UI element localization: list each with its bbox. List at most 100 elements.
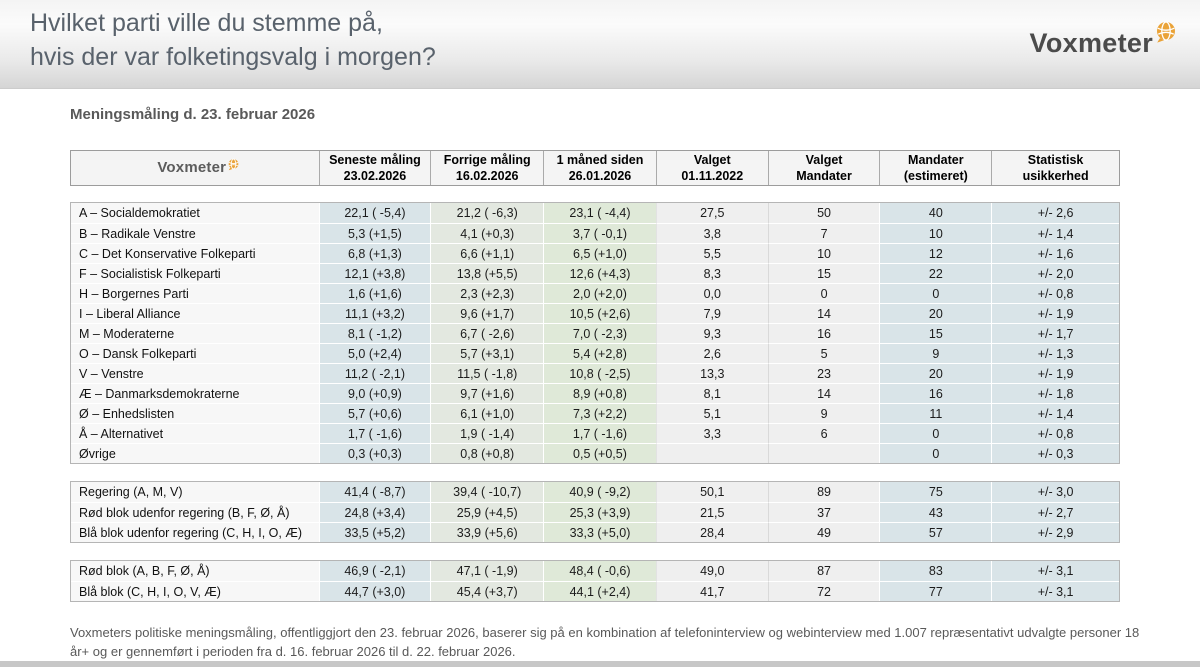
table-cell: 12,1 (+3,8)	[318, 263, 431, 283]
party-name-cell: H – Borgernes Parti	[71, 283, 319, 303]
table-cell: 25,9 (+4,5)	[430, 502, 544, 522]
table-cell: 49,0	[655, 561, 768, 581]
table-row: Regering (A, M, V) 41,4 ( -8,7) 39,4 ( -10…	[71, 482, 1119, 502]
table-cell: 44,1 (+2,4)	[543, 581, 656, 601]
table-row: Øvrige 0,3 (+0,3) 0,8 (+0,8) 0,5 (+0,5) 0 +/-…	[71, 443, 1119, 463]
table-row: A – Socialdemokratiet 22,1 ( -5,4) 21,2 ( …	[71, 203, 1119, 223]
table-cell: 2,0 (+2,0)	[543, 283, 656, 303]
table-cell: 40,9 ( -9,2)	[543, 482, 656, 502]
table-cell: 9,3	[655, 323, 768, 343]
table-cell: 15	[879, 323, 992, 343]
table-cell: 22	[879, 263, 992, 283]
table-cell: +/- 1,4	[991, 403, 1119, 423]
party-name-cell: B – Radikale Venstre	[71, 223, 319, 243]
table-cell: 0	[879, 423, 992, 443]
table-cell: +/- 3,0	[991, 482, 1119, 502]
table-cell: 0	[879, 443, 992, 463]
table-cell: +/- 0,8	[991, 423, 1119, 443]
table-cell: 5,1	[655, 403, 768, 423]
table-cell: 5	[767, 343, 880, 363]
table-cell: 10	[767, 243, 880, 263]
table-cell: 9	[879, 343, 992, 363]
table-cell: 33,5 (+5,2)	[318, 522, 431, 542]
table-cell: 89	[767, 482, 880, 502]
table-cell: 48,4 ( -0,6)	[543, 561, 656, 581]
table-cell: 0,0	[655, 283, 768, 303]
table-cell: 50,1	[655, 482, 768, 502]
table-row: Ø – Enhedslisten 5,7 (+0,6) 6,1 (+1,0) 7,3 …	[71, 403, 1119, 423]
table-cell: 27,5	[655, 203, 768, 223]
table-cell: 0	[879, 283, 992, 303]
page-title-line2: hvis der var folketingsvalg i morgen?	[30, 42, 436, 71]
column-header-6: Mandater (estimeret)	[879, 151, 991, 185]
table-cell: 6,7 ( -2,6)	[430, 323, 544, 343]
table-cell: 14	[767, 303, 880, 323]
table-cell: 1,6 (+1,6)	[318, 283, 431, 303]
table-cell: 7,0 ( -2,3)	[543, 323, 656, 343]
bottom-bar	[0, 661, 1200, 667]
table-cell: 9	[767, 403, 880, 423]
table-cell: 1,9 ( -1,4)	[430, 423, 544, 443]
table-row: Å – Alternativet 1,7 ( -1,6) 1,9 ( -1,4) 1,…	[71, 423, 1119, 443]
table-cell: 72	[767, 581, 880, 601]
table-cell: 9,7 (+1,6)	[430, 383, 544, 403]
table-cell: 0,8 (+0,8)	[430, 443, 544, 463]
table-cell: 3,8	[655, 223, 768, 243]
table-cell: 49	[767, 522, 880, 542]
column-header-3: 1 måned siden 26.01.2026	[543, 151, 656, 185]
table-cell: +/- 2,7	[991, 502, 1119, 522]
table-cell: 41,4 ( -8,7)	[318, 482, 431, 502]
party-name-cell: Å – Alternativet	[71, 423, 319, 443]
poll-table: Voxmeter Seneste måling 23.02.2026 Forrige…	[70, 150, 1120, 602]
table-cell: 10,5 (+2,6)	[543, 303, 656, 323]
table-voxmeter-logo-text: Voxmeter	[157, 159, 227, 177]
table-cell: 83	[879, 561, 992, 581]
table-cell: 5,0 (+2,4)	[318, 343, 431, 363]
table-cell: 20	[879, 303, 992, 323]
table-cell: 8,1	[655, 383, 768, 403]
party-name-cell: F – Socialistisk Folkeparti	[71, 263, 319, 283]
party-name-cell: Øvrige	[71, 443, 319, 463]
table-cell: 14	[767, 383, 880, 403]
table-cell: 12	[879, 243, 992, 263]
table-cell: 11,1 (+3,2)	[318, 303, 431, 323]
table-cell: 11	[879, 403, 992, 423]
table-cell: 4,1 (+0,3)	[430, 223, 544, 243]
party-name-cell: Æ – Danmarksdemokraterne	[71, 383, 319, 403]
page-title-line1: Hvilket parti ville du stemme på,	[30, 9, 383, 37]
table-row: Rød blok (A, B, F, Ø, Å) 46,9 ( -2,1) 47,1…	[71, 561, 1119, 581]
table-cell: 46,9 ( -2,1)	[318, 561, 431, 581]
table-header-logo-cell: Voxmeter	[71, 151, 319, 185]
table-cell: +/- 1,3	[991, 343, 1119, 363]
table-cell: 16	[879, 383, 992, 403]
table-cell: 45,4 (+3,7)	[430, 581, 544, 601]
table-row: O – Dansk Folkeparti 5,0 (+2,4) 5,7 (+3,1)…	[71, 343, 1119, 363]
table-cell: +/- 1,9	[991, 363, 1119, 383]
table-row: V – Venstre 11,2 ( -2,1) 11,5 ( -1,8) 10,8 …	[71, 363, 1119, 383]
party-name-cell: Regering (A, M, V)	[71, 482, 319, 502]
table-cell: 47,1 ( -1,9)	[430, 561, 544, 581]
table-cell: +/- 1,9	[991, 303, 1119, 323]
party-name-cell: Rød blok (A, B, F, Ø, Å)	[71, 561, 319, 581]
table-row: C – Det Konservative Folkeparti 6,8 (+1,3…	[71, 243, 1119, 263]
table-cell: 77	[879, 581, 992, 601]
globe-speech-bubble-icon	[1154, 20, 1178, 49]
party-name-cell: M – Moderaterne	[71, 323, 319, 343]
party-name-cell: I – Liberal Alliance	[71, 303, 319, 323]
table-cell: 33,9 (+5,6)	[430, 522, 544, 542]
column-header-4: Valget 01.11.2022	[655, 151, 768, 185]
table-section-2: Regering (A, M, V) 41,4 ( -8,7) 39,4 ( -10…	[70, 481, 1120, 543]
table-body: A – Socialdemokratiet 22,1 ( -5,4) 21,2 ( …	[70, 202, 1120, 602]
table-cell	[767, 443, 880, 463]
table-cell: 23,1 ( -4,4)	[543, 203, 656, 223]
table-cell: 9,6 (+1,7)	[430, 303, 544, 323]
table-cell: 0	[767, 283, 880, 303]
table-cell: 8,3	[655, 263, 768, 283]
table-cell: 22,1 ( -5,4)	[318, 203, 431, 223]
table-cell: 5,5	[655, 243, 768, 263]
party-name-cell: Ø – Enhedslisten	[71, 403, 319, 423]
table-cell: 75	[879, 482, 992, 502]
table-cell: 1,7 ( -1,6)	[543, 423, 656, 443]
table-cell: 5,3 (+1,5)	[318, 223, 431, 243]
